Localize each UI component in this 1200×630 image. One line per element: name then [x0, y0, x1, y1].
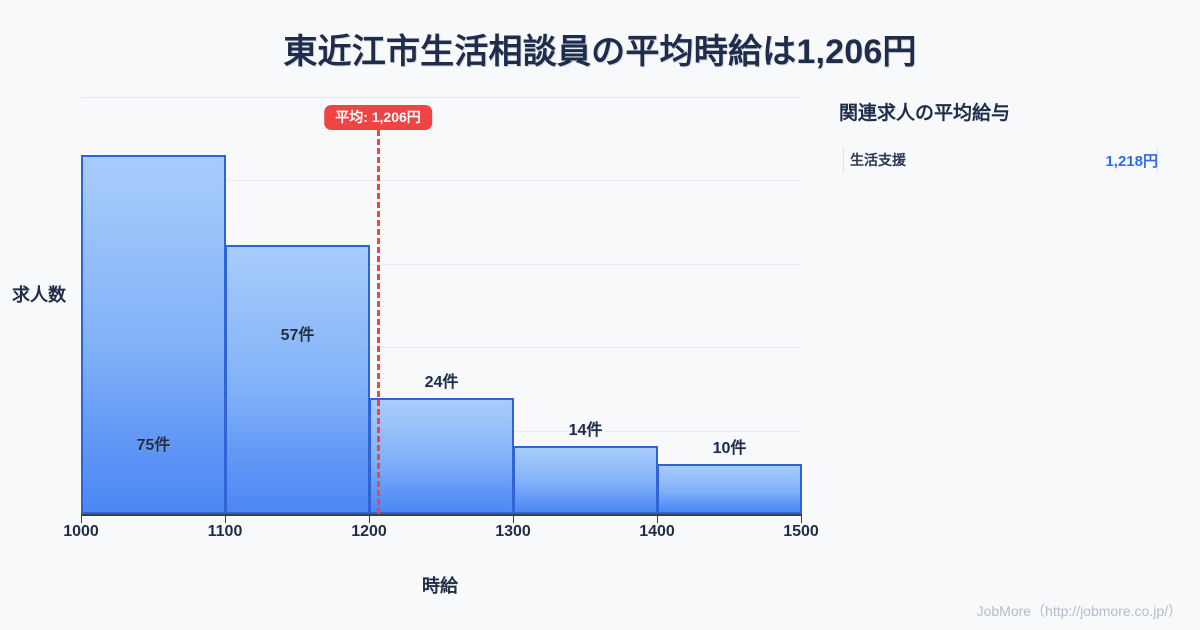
x-tick	[369, 514, 370, 523]
bar-1000[interactable]	[81, 155, 226, 514]
watermark: JobMore（http://jobmore.co.jp/）	[976, 603, 1182, 619]
plot-area: 75件 57件 24件 14件 10件 平均: 1,206円	[81, 97, 802, 514]
bar-value-label: 57件	[280, 327, 315, 344]
mean-line	[377, 130, 380, 514]
bar-1100[interactable]	[225, 245, 370, 514]
x-tick	[81, 514, 82, 523]
x-tick	[657, 514, 658, 523]
bar-1200[interactable]	[369, 398, 514, 514]
bar-value-label: 24件	[424, 374, 459, 391]
y-axis-title: 求人数	[12, 285, 66, 305]
bar-value-label: 75件	[136, 437, 171, 454]
bar-value-label: 14件	[568, 422, 603, 439]
x-tick	[513, 514, 514, 523]
related-salary-heading: 関連求人の平均給与	[839, 103, 1011, 124]
related-salary-row[interactable]: 生活支援 1,218円	[836, 147, 1176, 173]
bar-1400[interactable]	[657, 464, 802, 514]
x-tick	[225, 514, 226, 523]
bar-value-label: 10件	[712, 440, 747, 457]
gridline	[81, 264, 802, 265]
related-salary-row-label: 生活支援	[850, 152, 906, 168]
x-tick	[801, 514, 802, 523]
bar-1300[interactable]	[513, 446, 658, 514]
gridline	[81, 97, 802, 98]
x-tick-label: 1200	[351, 523, 387, 540]
x-axis-line	[81, 514, 802, 516]
x-tick-label: 1000	[63, 523, 99, 540]
x-tick-label: 1100	[207, 523, 243, 540]
related-salary-row-value: 1,218円	[1105, 152, 1158, 170]
x-axis-title: 時給	[422, 576, 458, 596]
related-salary-panel: 関連求人の平均給与 生活支援 1,218円	[836, 98, 1176, 173]
x-tick-label: 1300	[495, 523, 531, 540]
page-title: 東近江市生活相談員の平均時給は1,206円	[283, 33, 917, 71]
bars-layer: 75件 57件 24件 14件 10件	[81, 97, 802, 514]
gridline	[81, 180, 802, 181]
mean-badge: 平均: 1,206円	[324, 105, 432, 131]
x-tick-label: 1500	[783, 523, 819, 540]
gridline	[81, 347, 802, 348]
x-tick-label: 1400	[639, 523, 675, 540]
